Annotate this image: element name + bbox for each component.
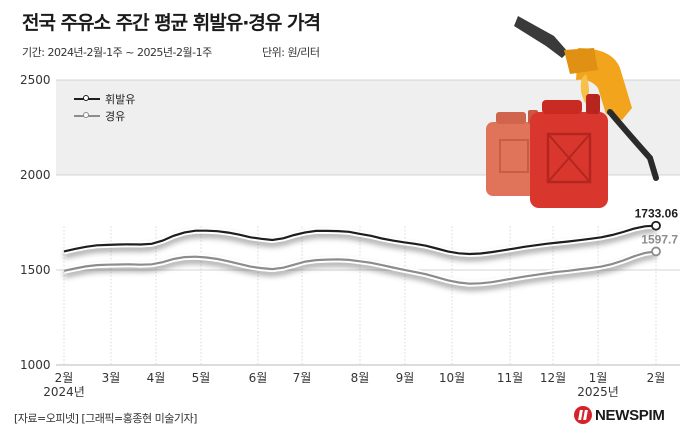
end-data-label: 1733.06	[635, 207, 679, 221]
x-tick-label: 6월	[249, 371, 268, 385]
fuel-nozzle-icon	[514, 16, 659, 181]
end-point-marker	[651, 246, 661, 257]
fuel-illustration	[486, 16, 659, 208]
unit-label: 단위: 원/리터	[262, 46, 320, 59]
x-tick-label: 4월	[147, 371, 166, 385]
period-label: 기간: 2024년-2월-1주 ~ 2025년-2월-1주	[22, 46, 212, 59]
y-tick-label: 2500	[20, 73, 51, 87]
x-tick-label: 2월	[55, 371, 74, 385]
x-tick-label: 7월	[293, 371, 312, 385]
y-tick-label: 1000	[20, 358, 51, 372]
x-tick-label: 9월	[396, 371, 415, 385]
legend-item-diesel: 경유	[74, 107, 135, 124]
jerry-can-back-icon	[486, 110, 542, 196]
newspim-logo-icon	[574, 406, 592, 424]
jerry-can-front-icon	[530, 94, 608, 208]
end-data-label: 1597.7	[641, 232, 678, 246]
legend-item-gasoline: 휘발유	[74, 90, 135, 107]
series-shadow	[63, 226, 657, 262]
chart-title: 전국 주유소 주간 평균 휘발유·경유 가격	[22, 12, 321, 34]
x-year-label: 2024년	[43, 385, 85, 399]
y-tick-label: 2000	[20, 168, 51, 182]
x-tick-label: 5월	[192, 371, 211, 385]
series-shadow	[63, 252, 657, 291]
legend-diesel-label: 경유	[105, 109, 126, 123]
legend: 휘발유 경유	[74, 90, 135, 124]
x-tick-label: 8월	[351, 371, 370, 385]
x-tick-label: 10월	[439, 371, 465, 385]
diesel-line	[63, 250, 657, 285]
newspim-logo: NEWSPIM	[574, 406, 665, 424]
source-credit: [자료=오피넷] [그래픽=홍종현 미술기자]	[14, 412, 197, 425]
gasoline-line	[63, 224, 657, 256]
x-tick-label: 3월	[102, 371, 121, 385]
y-tick-label: 1500	[20, 263, 51, 277]
legend-gasoline-line-icon	[74, 94, 100, 101]
newspim-logo-text: NEWSPIM	[595, 406, 665, 424]
x-tick-label: 11월	[497, 371, 523, 385]
end-point-marker	[651, 220, 661, 231]
legend-diesel-line-icon	[74, 111, 100, 118]
x-tick-label: 12월	[540, 371, 566, 385]
x-tick-label: 2월	[647, 371, 666, 385]
legend-gasoline-label: 휘발유	[105, 92, 136, 106]
x-tick-label: 1월	[589, 371, 608, 385]
x-year-label: 2025년	[577, 385, 619, 399]
